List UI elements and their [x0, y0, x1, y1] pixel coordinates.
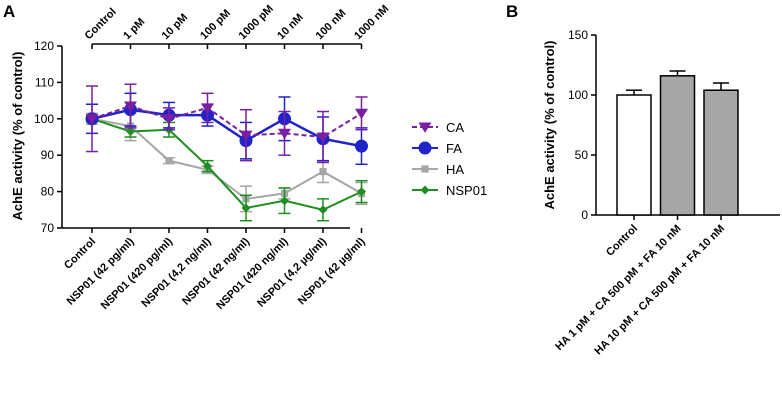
panel-a-top-tick-label: 100 nM — [314, 7, 349, 42]
panel-a-x-tick-label: NSP01 (4,2 µg/ml) — [255, 235, 329, 309]
legend-marker-ca — [418, 122, 432, 133]
data-point-nsp01 — [203, 161, 212, 171]
bar-1 — [659, 75, 696, 216]
panel-a-legend: CA FA HA NSP01 — [412, 120, 487, 198]
panel-a-top-tick-label: 1000 pM — [237, 3, 276, 42]
legend-label-ca: CA — [446, 120, 464, 135]
panel-a-x-tick-label: NSP01 (420 ng/ml) — [214, 235, 291, 312]
data-point-ca — [85, 114, 99, 125]
panel-a-x-tick-label: NSP01 (42 µg/ml) — [296, 235, 368, 307]
panel-a-y-tick-label: 70 — [41, 221, 55, 235]
panel-a-top-tick-label: 1 pM — [121, 16, 147, 42]
data-point-ha — [165, 157, 173, 165]
data-point-ca — [162, 114, 176, 125]
panel-b-y-tick-label: 100 — [568, 88, 588, 102]
data-point-ca — [278, 128, 291, 140]
panel-a-y-tick-label: 80 — [41, 185, 55, 199]
series-line-ca — [91, 105, 363, 139]
panel-a-y-tick-label: 90 — [41, 148, 55, 162]
panel-b-x-tick-label: Control — [604, 223, 640, 259]
panel-a-y-tick-label: 120 — [34, 39, 54, 53]
data-point-fa — [355, 139, 368, 153]
legend-marker-nsp01 — [420, 185, 430, 195]
panel-b-y-tick-label: 150 — [568, 28, 588, 42]
data-point-nsp01 — [280, 196, 289, 206]
panel-a-y-axis-label: AchE activity (% of control) — [10, 51, 25, 220]
bar-2 — [703, 89, 739, 216]
legend-label-ha: HA — [446, 162, 464, 177]
panel-a-x-tick-label: NSP01 (42 pg/ml) — [65, 235, 137, 307]
legend-label-nsp01: NSP01 — [446, 183, 487, 198]
legend-marker-ha — [421, 165, 429, 173]
panel-b-bars — [616, 70, 739, 216]
panel-a-y-tick-label: 110 — [35, 75, 54, 89]
panel-b-y-tick-label: 50 — [575, 148, 589, 162]
panel-a-top-tick-label: 100 pM — [198, 7, 233, 42]
panel-a-top-tick-label: 10 pM — [160, 12, 191, 43]
legend-marker-fa — [418, 141, 432, 155]
panel-b-y-axis-label: AchE activity (% of control) — [542, 40, 557, 209]
panel-a-top-tick-label: 10 nM — [275, 12, 306, 43]
data-point-ca — [355, 108, 368, 120]
panel-a-x-tick-label: NSP01 (420 pg/ml) — [99, 235, 176, 312]
series-line-nsp01 — [91, 117, 362, 211]
panel-label-b: B — [506, 2, 518, 21]
data-point-ca — [239, 130, 253, 142]
data-point-nsp01 — [357, 187, 366, 197]
panel-a-top-tick-label: Control — [83, 6, 119, 42]
data-point-nsp01 — [318, 205, 328, 215]
data-point-ca — [124, 101, 137, 112]
panel-a-x-tick-label: Control — [62, 236, 98, 272]
bar-0 — [616, 94, 652, 216]
panel-a-y-tick-label: 100 — [34, 112, 54, 126]
panel-a-top-concentration-axis: Control 1 pM 10 pM 100 pM 1000 pM 10 nM 100 nM… — [83, 3, 391, 49]
panel-label-a: A — [3, 2, 15, 21]
data-point-ha — [319, 167, 327, 176]
legend-label-fa: FA — [446, 141, 462, 156]
panel-a-x-tick-label: NSP01 (4,2 ng/ml) — [139, 235, 213, 309]
data-point-ca — [201, 103, 214, 114]
data-point-nsp01 — [241, 203, 251, 213]
panel-a-x-tick-label: NSP01 (42 ng/ml) — [180, 235, 252, 307]
data-point-nsp01 — [126, 127, 135, 137]
panel-a-series — [85, 83, 368, 222]
panel-a-top-tick-label: 1000 nM — [352, 3, 391, 42]
data-point-ca — [316, 132, 330, 143]
panel-b-y-tick-label: 0 — [581, 208, 588, 222]
